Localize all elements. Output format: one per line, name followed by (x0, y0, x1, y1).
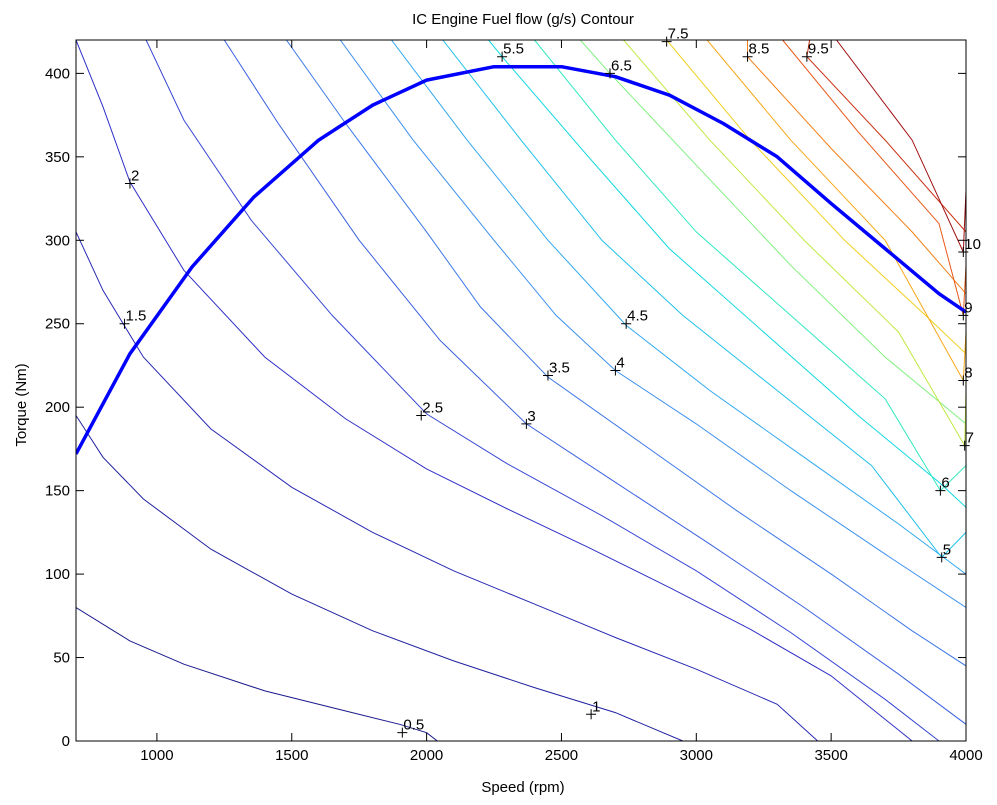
y-axis-title: Torque (Nm) (13, 363, 30, 446)
contour-line-1 (76, 415, 683, 741)
contour-label-7: 7 (966, 430, 974, 447)
contour-line-2 (76, 40, 913, 741)
contour-line-5 (442, 40, 966, 559)
contour-label-marker-1 (586, 709, 597, 720)
contour-label-6: 6 (941, 475, 949, 492)
contour-label-marker-7 (959, 440, 970, 451)
contour-label-8: 8 (964, 364, 972, 381)
plot-area: 0.5 1 1.5 2 2.5 3 3.5 4 4.5 5 5.5 6 6.5 7 7.5 8 8.5 9 9.5 1… (45, 26, 983, 764)
contour-label-marker-1-5 (119, 318, 130, 329)
contour-label-marker-6 (935, 485, 946, 496)
contour-label-7-5: 7.5 (668, 26, 689, 43)
x-tick-label-1500: 1500 (275, 747, 308, 764)
x-axis-title: Speed (rpm) (481, 779, 564, 796)
contour-label-6-5: 6.5 (611, 57, 632, 74)
y-tick-label-0: 0 (62, 733, 70, 750)
x-tick-label-1000: 1000 (140, 747, 173, 764)
contour-label-marker-7-5 (661, 36, 672, 47)
contour-line-6 (534, 40, 966, 492)
y-tick-label-300: 300 (45, 232, 70, 249)
contour-line-3 (223, 40, 966, 725)
contour-label-marker-9 (958, 310, 969, 321)
contour-label-9: 9 (964, 299, 972, 316)
x-tick-label-4000: 4000 (949, 747, 982, 764)
contour-line-4 (339, 40, 966, 608)
contour-line-7 (623, 40, 966, 448)
chart-title: IC Engine Fuel flow (g/s) Contour (412, 11, 634, 28)
contour-line-4-5 (391, 40, 966, 575)
contour-label-marker-3 (521, 418, 532, 429)
contour-lines (76, 40, 966, 741)
contour-label-marker-4 (610, 365, 621, 376)
y-tick-label-150: 150 (45, 483, 70, 500)
y-tick-label-200: 200 (45, 399, 70, 416)
contour-label-marker-9-5 (801, 51, 812, 62)
contour-label-marker-3-5 (542, 370, 553, 381)
contour-label-marker-6-5 (605, 68, 615, 79)
contour-line-7-5 (666, 40, 966, 355)
contour-label-0-5: 0.5 (403, 717, 424, 734)
contour-line-8-5 (747, 40, 966, 295)
x-tick-label-3000: 3000 (680, 747, 713, 764)
y-tick-label-50: 50 (53, 650, 70, 667)
contour-label-marker-2 (124, 178, 135, 189)
max-torque-curve (76, 64, 966, 455)
y-tick-label-100: 100 (45, 566, 70, 583)
contour-label-marker-2-5 (416, 410, 427, 421)
contour-label-marker-10 (958, 246, 969, 257)
contour-line-0-5 (76, 607, 438, 741)
y-tick-label-250: 250 (45, 316, 70, 333)
contour-label-5: 5 (943, 541, 951, 558)
contour-label-3-5: 3.5 (549, 359, 570, 376)
contour-line-6-5 (579, 40, 966, 425)
contour-label-2: 2 (131, 168, 139, 185)
y-tick-label-400: 400 (45, 65, 70, 82)
contour-line-1-5 (76, 231, 819, 741)
contour-line-9 (782, 40, 966, 316)
contour-label-4-5: 4.5 (627, 308, 648, 325)
contour-line-2-5 (145, 40, 940, 741)
contour-label-marker-8 (958, 375, 969, 386)
axes-box (75, 39, 967, 742)
contour-line-9-5 (806, 40, 966, 233)
contour-label-marker-5 (936, 552, 947, 563)
y-tick-label-350: 350 (45, 149, 70, 166)
contour-line-3-5 (285, 40, 966, 667)
contour-line-8 (706, 40, 966, 383)
contour-label-8-5: 8.5 (749, 41, 770, 58)
contour-label-4: 4 (616, 354, 624, 371)
contour-label-5-5: 5.5 (503, 41, 524, 58)
contour-line-10 (836, 40, 966, 253)
contour-label-3: 3 (527, 408, 535, 425)
contour-label-2-5: 2.5 (422, 400, 443, 417)
x-tick-label-2000: 2000 (410, 747, 443, 764)
contour-label-9-5: 9.5 (808, 41, 829, 58)
contour-label-marker-4-5 (621, 318, 632, 329)
x-tick-label-3500: 3500 (814, 747, 847, 764)
contour-label-marker-5-5 (497, 51, 508, 62)
contour-line-5-5 (488, 40, 966, 508)
contour-label-1-5: 1.5 (126, 308, 147, 325)
contour-label-marker-8-5 (742, 51, 753, 62)
contour-label-1: 1 (592, 698, 600, 715)
contour-label-marker-0-5 (397, 727, 408, 738)
contour-label-10: 10 (964, 236, 981, 253)
x-tick-label-2500: 2500 (545, 747, 578, 764)
